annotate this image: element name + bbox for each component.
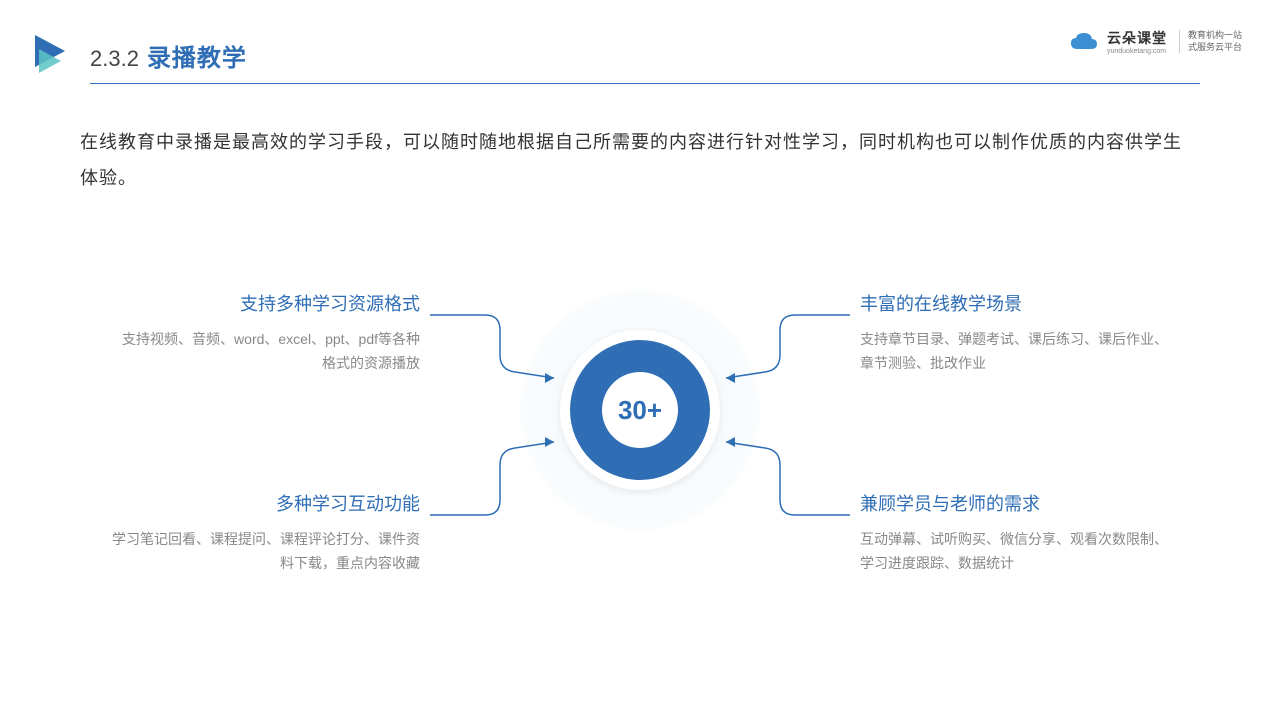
- section-title: 录播教学: [147, 38, 247, 73]
- cloud-icon: [1069, 31, 1099, 53]
- feature-desc: 学习笔记回看、课程提问、课程评论打分、课件资料下载，重点内容收藏: [110, 528, 420, 576]
- brand-logo: 云朵课堂 yunduoketang.com 教育机构一站 式服务云平台: [1069, 28, 1242, 55]
- feature-bottom-left: 多种学习互动功能 学习笔记回看、课程提问、课程评论打分、课件资料下载，重点内容收…: [110, 490, 420, 576]
- feature-desc: 支持章节目录、弹题考试、课后练习、课后作业、章节测验、批改作业: [860, 328, 1170, 376]
- feature-title: 丰富的在线教学场景: [860, 290, 1170, 316]
- feature-bottom-right: 兼顾学员与老师的需求 互动弹幕、试听购买、微信分享、观看次数限制、学习进度跟踪、…: [860, 490, 1170, 576]
- feature-desc: 支持视频、音频、word、excel、ppt、pdf等各种格式的资源播放: [110, 328, 420, 376]
- feature-desc: 互动弹幕、试听购买、微信分享、观看次数限制、学习进度跟踪、数据统计: [860, 528, 1170, 576]
- intro-paragraph: 在线教育中录播是最高效的学习手段，可以随时随地根据自己所需要的内容进行针对性学习…: [0, 84, 1280, 196]
- feature-diagram: 30+ 支持多种学习资源格式 支持视频、音频、word、excel、ppt、pd…: [0, 260, 1280, 660]
- brand-url: yunduoketang.com: [1107, 48, 1167, 55]
- brand-tagline: 教育机构一站 式服务云平台: [1179, 30, 1242, 53]
- feature-title: 支持多种学习资源格式: [110, 290, 420, 316]
- feature-top-right: 丰富的在线教学场景 支持章节目录、弹题考试、课后练习、课后作业、章节测验、批改作…: [860, 290, 1170, 376]
- brand-name: 云朵课堂: [1107, 28, 1167, 48]
- feature-title: 多种学习互动功能: [110, 490, 420, 516]
- feature-title: 兼顾学员与老师的需求: [860, 490, 1170, 516]
- feature-top-left: 支持多种学习资源格式 支持视频、音频、word、excel、ppt、pdf等各种…: [110, 290, 420, 376]
- section-number: 2.3.2: [90, 46, 139, 72]
